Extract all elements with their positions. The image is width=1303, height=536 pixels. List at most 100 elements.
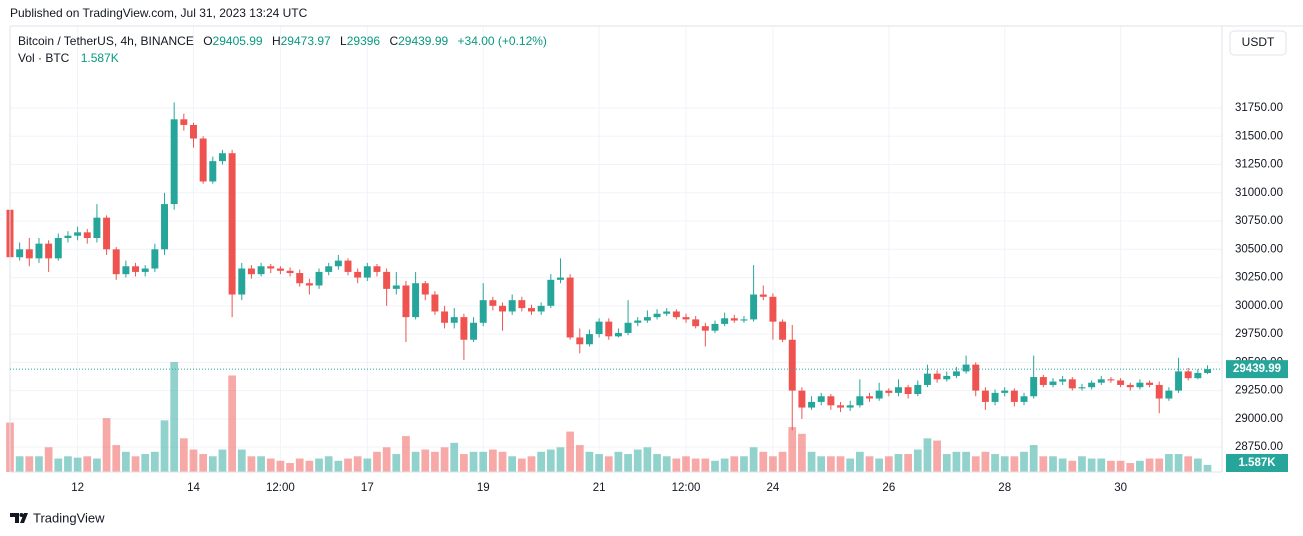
volume-bar [643, 447, 652, 472]
volume-bar [179, 438, 188, 472]
volume-bar [112, 445, 121, 472]
currency-button[interactable] [1229, 30, 1287, 56]
volume-value-label: 1.587K [1238, 457, 1276, 469]
candle-body [952, 371, 960, 376]
candle-body [1059, 379, 1067, 382]
candle-body [672, 311, 680, 318]
candle-body [383, 271, 391, 289]
volume-bar [566, 431, 574, 472]
symbol-title: Bitcoin / TetherUS, 4h, BINANCE [18, 34, 194, 48]
volume-bar [141, 454, 150, 472]
last-price-label: 29439.99 [1233, 363, 1281, 375]
candle-body [943, 375, 951, 380]
candle-body [508, 300, 516, 312]
candle-body [556, 277, 564, 280]
volume-bar [305, 460, 314, 472]
volume-bar [749, 447, 758, 472]
volume-bar [83, 456, 92, 472]
volume-bar [846, 458, 855, 472]
candle-body [827, 396, 835, 406]
candle-body [286, 270, 294, 274]
volume-bar [701, 458, 710, 472]
logo-dot [19, 513, 24, 517]
candle-body [344, 260, 352, 272]
ohlc-key: H [272, 34, 281, 48]
candle-body [373, 266, 381, 272]
y-tick-label: 30000.00 [1235, 300, 1283, 312]
volume-bar [1078, 456, 1086, 472]
x-tick-label: 30 [1114, 482, 1127, 494]
candle-body [180, 119, 188, 125]
volume-bar [952, 451, 961, 472]
volume-bar [788, 427, 797, 472]
candle-body [605, 321, 613, 337]
candle-body [856, 396, 864, 406]
volume-bar [54, 458, 63, 472]
volume-bar [527, 456, 536, 472]
volume-bar [884, 456, 893, 472]
candle-body [643, 317, 651, 321]
volume-bar [720, 458, 729, 472]
volume-bar [1029, 445, 1038, 472]
volume-bar [392, 454, 401, 472]
volume-bar [93, 458, 101, 472]
volume-bar [498, 451, 507, 472]
candle-body [1078, 387, 1086, 389]
volume-value-box [1226, 454, 1288, 472]
candle-body [392, 285, 400, 289]
volume-bar [15, 456, 24, 472]
candle-body [93, 217, 101, 238]
y-tick-label: 31500.00 [1235, 130, 1283, 142]
candle-body [750, 294, 758, 320]
candle-body [112, 249, 120, 275]
candle-body [209, 161, 217, 182]
volume-bar [962, 451, 970, 472]
candle-body [141, 268, 149, 272]
volume-bar [1087, 458, 1096, 472]
volume-bar [682, 456, 690, 472]
volume-bar [479, 451, 488, 472]
y-tick-label: 30250.00 [1235, 272, 1283, 284]
y-tick-label: 29000.00 [1235, 413, 1283, 425]
candle-body [547, 279, 555, 306]
candle-body [972, 364, 980, 391]
x-tick-label: 19 [477, 482, 490, 494]
candle-body [363, 266, 371, 278]
volume-bar [131, 456, 140, 472]
candle-body [276, 268, 284, 271]
volume-bar [1145, 458, 1154, 472]
volume-bar [431, 451, 439, 472]
volume-bar [759, 451, 768, 472]
candle-body [170, 119, 178, 205]
volume-bar [807, 451, 816, 472]
candle-body [846, 405, 854, 408]
candle-body [334, 260, 342, 267]
candle-body [1107, 379, 1115, 381]
volume-bar [199, 454, 208, 472]
volume-bar [170, 362, 179, 472]
volume-bar [324, 456, 333, 472]
volume-bar [440, 447, 449, 472]
x-tick-label: 12 [71, 482, 84, 494]
candle-body [35, 243, 43, 259]
volume-bar [595, 454, 603, 472]
volume-bar [894, 454, 903, 472]
volume-bar [189, 449, 198, 472]
volume-bar [1068, 460, 1077, 472]
volume-bar [460, 454, 468, 472]
volume-bar [933, 440, 941, 472]
candle-body [296, 273, 304, 284]
volume-bar [411, 451, 420, 472]
candle-body [740, 319, 748, 321]
volume-bar [421, 449, 430, 472]
volume-bar [971, 456, 980, 472]
candle-body [991, 392, 999, 402]
volume-bar [942, 454, 951, 472]
candle-body [489, 300, 497, 306]
volume-bar [295, 458, 304, 472]
volume-bar [25, 456, 34, 472]
candle-body [923, 373, 931, 385]
ohlc-key: O [203, 34, 212, 48]
y-tick-label: 31250.00 [1235, 159, 1283, 171]
volume-bar [35, 456, 43, 472]
